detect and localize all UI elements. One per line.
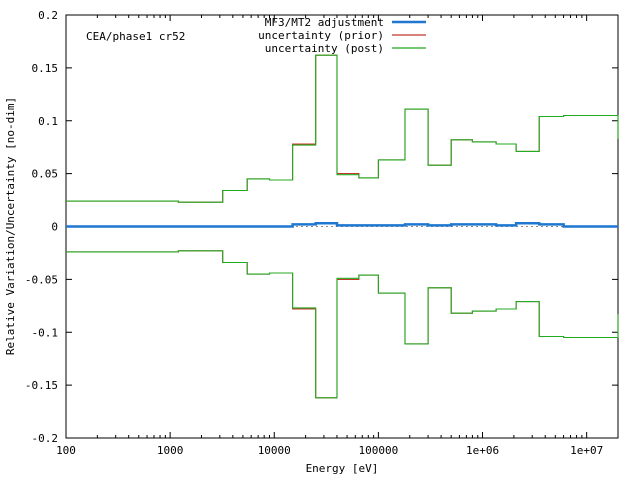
x-axis-label: Energy [eV] — [306, 462, 379, 475]
x-tick-label: 1e+06 — [466, 444, 499, 457]
legend-label: uncertainty (post) — [265, 42, 384, 55]
series-layer — [66, 54, 619, 399]
legend-label: uncertainty (prior) — [258, 29, 384, 42]
legend-label: MF3/MT2 adjustment — [265, 16, 384, 29]
x-tick-label: 100000 — [359, 444, 399, 457]
series-line-mirror — [66, 250, 619, 399]
y-tick-label: 0.05 — [32, 168, 59, 181]
y-tick-label: -0.05 — [25, 273, 58, 286]
x-tick-label: 10000 — [258, 444, 291, 457]
axis-ticks: -0.2 -0.15 -0.1 -0.05 0 0.05 0.1 0.15 0.2 100 1000… — [25, 9, 618, 457]
annotation-label: CEA/phase1 cr52 — [86, 30, 185, 43]
y-tick-label: -0.15 — [25, 379, 58, 392]
y-axis-label: Relative Variation/Uncertainty [no-dim] — [4, 97, 17, 355]
x-tick-label: 1000 — [157, 444, 184, 457]
x-tick-label: 1e+07 — [570, 444, 603, 457]
y-tick-label: 0.1 — [38, 115, 58, 128]
series-line — [66, 222, 618, 228]
y-tick-label: 0 — [51, 221, 58, 234]
series-line — [66, 54, 619, 203]
x-tick-label: 100 — [56, 444, 76, 457]
series-line-mirror — [66, 250, 619, 399]
y-tick-label: -0.1 — [32, 326, 59, 339]
y-tick-label: -0.2 — [32, 432, 59, 445]
series-line — [66, 54, 619, 203]
y-tick-label: 0.15 — [32, 62, 59, 75]
y-tick-label: 0.2 — [38, 9, 58, 22]
